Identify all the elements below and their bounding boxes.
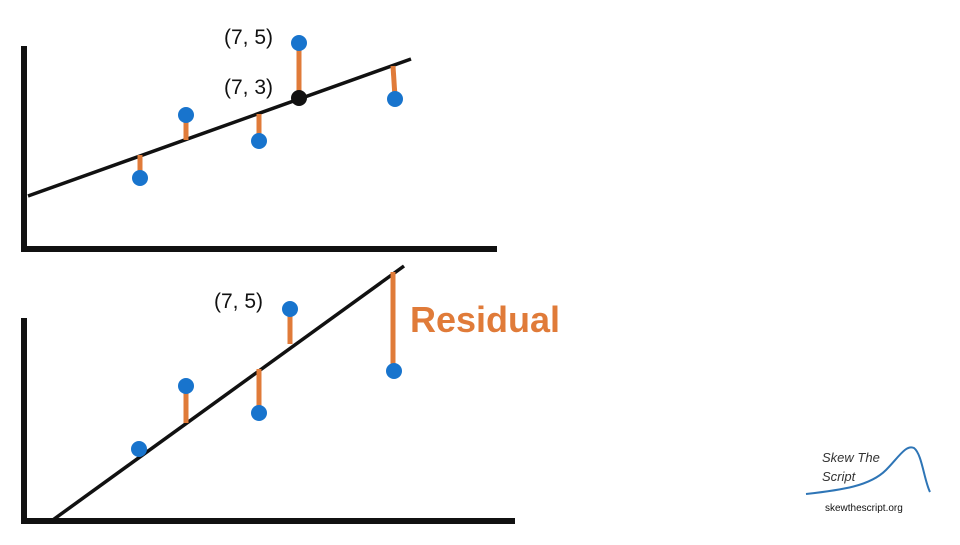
top-observed-point-label: (7, 5) [224, 26, 274, 49]
bottom-point-5 [386, 363, 402, 379]
logo-curve-icon [805, 446, 931, 495]
top-point-2 [178, 107, 194, 123]
bottom-point-3 [251, 405, 267, 421]
skew-the-script-logo: Skew The Script [802, 440, 934, 522]
top-point-observed [291, 35, 307, 51]
top-regression-line [27, 57, 412, 198]
logo-text-line2: Script [822, 469, 856, 484]
top-point-3 [251, 133, 267, 149]
bottom-point-1 [131, 441, 147, 457]
top-panel [21, 35, 497, 252]
bottom-point-2 [178, 378, 194, 394]
top-point-1 [132, 170, 148, 186]
logo-url: skewthescript.org [825, 503, 903, 514]
bottom-observed-point-label: (7, 5) [214, 290, 264, 313]
top-point-predicted [291, 90, 307, 106]
residual-label: Residual [410, 299, 561, 340]
top-predicted-point-label: (7, 3) [224, 76, 274, 99]
logo-text-line1: Skew The [822, 450, 880, 465]
bottom-panel [21, 264, 515, 524]
bottom-point-observed [282, 301, 298, 317]
bottom-regression-line [48, 264, 406, 524]
top-point-5 [387, 91, 403, 107]
